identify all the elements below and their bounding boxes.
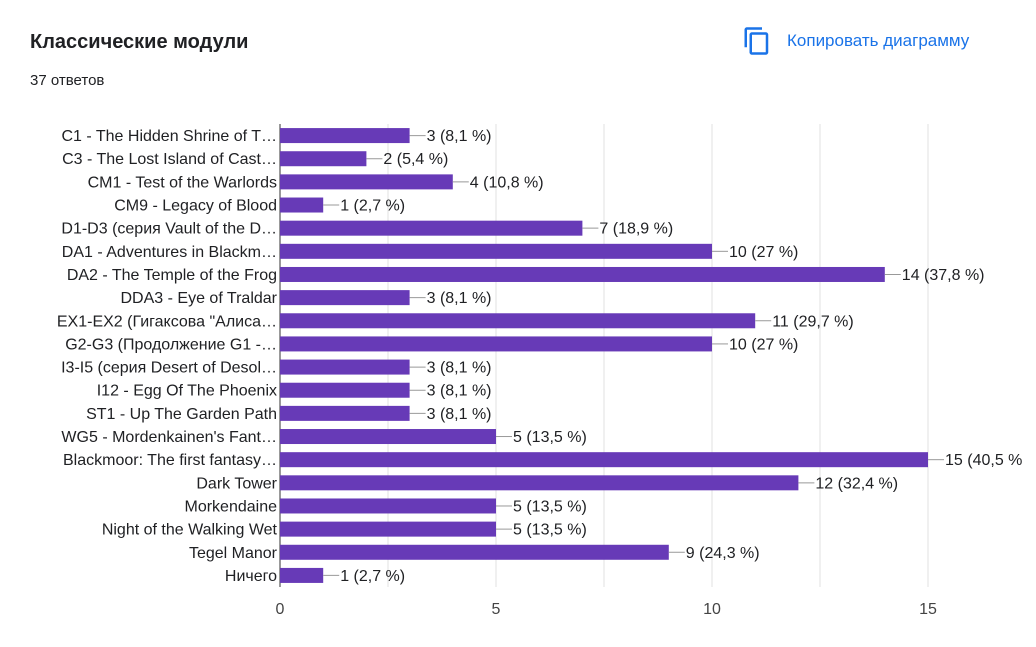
data-label: 3 (8,1 %) xyxy=(427,406,492,423)
bar xyxy=(280,544,669,560)
bar xyxy=(280,220,583,236)
data-label: 2 (5,4 %) xyxy=(383,151,448,168)
category-label: G2-G3 (Продолжение G1 -… xyxy=(65,336,277,353)
category-label: Blackmoor: The first fantasy… xyxy=(63,452,277,469)
category-label: Night of the Walking Wet xyxy=(102,522,278,539)
category-label: Dark Tower xyxy=(196,475,277,492)
category-label: ST1 - Up The Garden Path xyxy=(86,406,277,423)
data-label: 5 (13,5 %) xyxy=(513,522,587,539)
data-label: 3 (8,1 %) xyxy=(427,128,492,145)
data-label: 1 (2,7 %) xyxy=(340,568,405,585)
bar xyxy=(280,313,756,329)
bar xyxy=(280,382,410,398)
bar xyxy=(280,359,410,375)
bar xyxy=(280,498,496,514)
x-tick-label: 15 xyxy=(919,601,937,618)
bar xyxy=(280,567,324,583)
bar xyxy=(280,429,496,445)
bar xyxy=(280,128,410,144)
data-label: 5 (13,5 %) xyxy=(513,429,587,446)
data-label: 10 (27 %) xyxy=(729,336,798,353)
category-label: Tegel Manor xyxy=(189,545,278,562)
bar xyxy=(280,197,324,213)
bar xyxy=(280,243,712,259)
bar xyxy=(280,290,410,306)
x-tick-label: 0 xyxy=(276,601,285,618)
bar xyxy=(280,174,453,190)
data-label: 1 (2,7 %) xyxy=(340,198,405,215)
data-label: 4 (10,8 %) xyxy=(470,174,544,191)
data-label: 14 (37,8 %) xyxy=(902,267,985,284)
bar xyxy=(280,336,712,352)
data-label: 7 (18,9 %) xyxy=(599,221,673,238)
data-label: 3 (8,1 %) xyxy=(427,290,492,307)
copy-chart-button[interactable]: Копировать диаграмму xyxy=(742,22,969,60)
bar xyxy=(280,475,799,491)
data-label: 3 (8,1 %) xyxy=(427,360,492,377)
category-label: C1 - The Hidden Shrine of T… xyxy=(61,128,277,145)
category-label: EX1-EX2 (Гигаксова "Алиса… xyxy=(57,313,277,330)
data-label: 3 (8,1 %) xyxy=(427,383,492,400)
data-label: 11 (29,7 %) xyxy=(772,313,854,330)
copy-icon xyxy=(744,27,769,55)
data-label: 15 (40,5 % xyxy=(945,452,1022,469)
data-label: 9 (24,3 %) xyxy=(686,545,760,562)
bar xyxy=(280,151,367,167)
category-label: Ничего xyxy=(225,568,277,585)
data-label: 10 (27 %) xyxy=(729,244,798,261)
response-count: 37 ответов xyxy=(30,72,105,89)
category-label: DA2 - The Temple of the Frog xyxy=(67,267,277,284)
category-label: I3-I5 (серия Desert of Desol… xyxy=(61,360,277,377)
category-label: CM9 - Legacy of Blood xyxy=(114,198,277,215)
category-label: DDA3 - Eye of Traldar xyxy=(121,290,278,307)
copy-chart-label: Копировать диаграмму xyxy=(787,31,970,50)
bar xyxy=(280,266,885,282)
bar xyxy=(280,521,496,537)
data-label: 12 (32,4 %) xyxy=(815,475,898,492)
x-tick-label: 10 xyxy=(703,601,721,618)
x-tick-label: 5 xyxy=(492,601,501,618)
category-label: I12 - Egg Of The Phoenix xyxy=(97,383,277,400)
category-label: DA1 - Adventures in Blackm… xyxy=(62,244,277,261)
category-label: WG5 - Mordenkainen's Fant… xyxy=(61,429,277,446)
bar xyxy=(280,405,410,421)
bar xyxy=(280,452,928,468)
chart-title: Классические модули xyxy=(30,31,249,53)
data-label: 5 (13,5 %) xyxy=(513,498,587,515)
category-label: CM1 - Test of the Warlords xyxy=(88,174,277,191)
category-label: C3 - The Lost Island of Cast… xyxy=(62,151,277,168)
category-label: Morkendaine xyxy=(185,498,278,515)
category-label: D1-D3 (серия Vault of the D… xyxy=(61,221,277,238)
